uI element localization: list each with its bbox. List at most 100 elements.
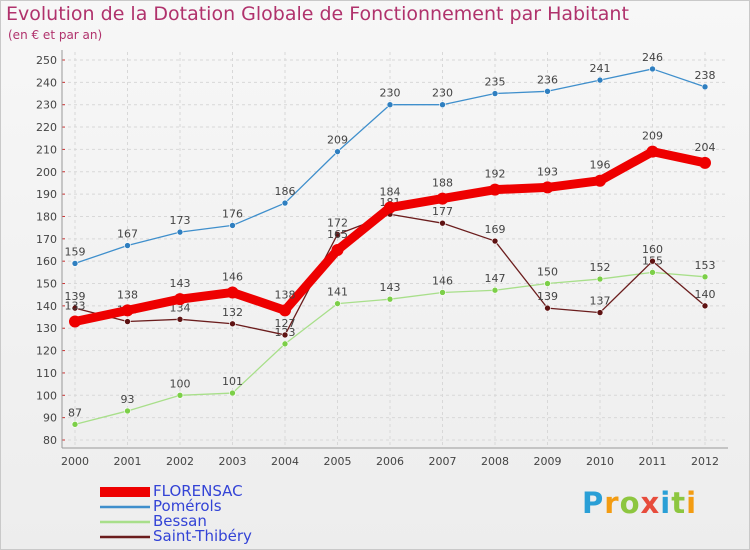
data-label-florensac: 165 xyxy=(327,228,348,241)
data-label-pomerols: 236 xyxy=(537,73,558,86)
data-label-saint-thibery: 160 xyxy=(642,243,663,256)
data-point-bessan xyxy=(439,289,446,296)
y-tick-label: 100 xyxy=(36,389,57,402)
data-label-florensac: 196 xyxy=(590,159,611,172)
y-tick-label: 120 xyxy=(36,345,57,358)
data-label-pomerols: 167 xyxy=(117,228,138,241)
data-label-saint-thibery: 169 xyxy=(485,223,506,236)
data-point-pomerols xyxy=(334,148,341,155)
data-label-saint-thibery: 139 xyxy=(537,290,558,303)
y-tick-label: 90 xyxy=(43,412,57,425)
data-label-florensac: 204 xyxy=(695,141,716,154)
data-point-bessan xyxy=(71,421,79,428)
data-point-florensac xyxy=(331,244,344,256)
logo-letter: r xyxy=(604,486,620,520)
data-point-pomerols xyxy=(124,242,131,249)
x-tick-label: 2004 xyxy=(271,455,299,468)
data-point-florensac xyxy=(121,304,134,317)
data-label-pomerols: 246 xyxy=(642,51,663,64)
x-tick-label: 2010 xyxy=(586,455,614,468)
data-label-pomerols: 209 xyxy=(327,134,348,147)
logo-letter: x xyxy=(640,486,661,520)
legend-label-florensac: FLORENSAC xyxy=(153,482,243,500)
data-point-florensac xyxy=(174,293,186,306)
data-label-saint-thibery: 177 xyxy=(432,205,453,218)
data-label-florensac: 138 xyxy=(117,288,138,301)
y-tick-label: 240 xyxy=(36,76,57,89)
data-point-saint-thibery xyxy=(124,318,131,325)
data-point-florensac xyxy=(699,156,711,169)
data-point-saint-thibery xyxy=(491,237,499,245)
data-label-saint-thibery: 172 xyxy=(327,216,348,229)
data-point-bessan xyxy=(334,300,341,307)
y-tick-label: 190 xyxy=(36,188,57,201)
data-label-bessan: 153 xyxy=(695,259,716,272)
data-point-bessan xyxy=(176,391,184,399)
data-point-saint-thibery xyxy=(544,304,551,312)
chart-subtitle: (en € et par an) xyxy=(8,28,103,42)
x-tick-label: 2003 xyxy=(219,455,247,468)
x-tick-label: 2011 xyxy=(639,455,667,468)
data-point-florensac xyxy=(436,192,449,205)
logo-letter: i xyxy=(660,486,672,520)
data-label-bessan: 152 xyxy=(590,261,611,274)
data-label-saint-thibery: 132 xyxy=(222,306,243,319)
data-label-saint-thibery: 127 xyxy=(275,317,296,330)
data-point-saint-thibery xyxy=(71,304,79,312)
y-tick-label: 110 xyxy=(36,367,57,380)
data-point-pomerols xyxy=(176,228,184,236)
data-point-florensac xyxy=(489,183,501,196)
data-label-florensac: 143 xyxy=(170,277,191,290)
y-tick-label: 200 xyxy=(36,166,57,179)
legend-label-pomerols: Pomérols xyxy=(153,497,222,515)
data-label-pomerols: 186 xyxy=(275,185,296,198)
y-tick-label: 80 xyxy=(43,434,57,447)
data-label-florensac: 133 xyxy=(65,300,86,313)
data-point-saint-thibery xyxy=(596,309,604,316)
data-label-bessan: 100 xyxy=(170,377,191,390)
data-point-saint-thibery xyxy=(439,219,446,227)
data-point-bessan xyxy=(386,295,394,303)
data-point-bessan xyxy=(124,407,131,415)
x-tick-label: 2008 xyxy=(481,455,509,468)
data-label-florensac: 188 xyxy=(432,177,453,190)
x-tick-label: 2005 xyxy=(324,455,352,468)
data-point-saint-thibery xyxy=(229,320,236,328)
logo-letter: t xyxy=(671,486,687,520)
x-tick-label: 2007 xyxy=(429,455,457,468)
data-label-saint-thibery: 137 xyxy=(590,295,611,308)
data-label-florensac: 146 xyxy=(222,270,243,283)
data-point-florensac xyxy=(279,304,291,317)
data-label-bessan: 93 xyxy=(121,393,135,406)
data-label-bessan: 141 xyxy=(327,286,348,299)
data-point-pomerols xyxy=(596,76,604,84)
x-tick-label: 2012 xyxy=(691,455,719,468)
y-tick-label: 170 xyxy=(36,233,57,246)
y-tick-label: 150 xyxy=(36,278,57,291)
x-tick-label: 2009 xyxy=(534,455,562,468)
data-point-pomerols xyxy=(701,83,709,91)
data-point-saint-thibery xyxy=(701,302,709,310)
data-label-florensac: 138 xyxy=(275,288,296,301)
data-point-saint-thibery xyxy=(649,257,656,265)
data-point-pomerols xyxy=(281,199,289,207)
data-point-pomerols xyxy=(386,101,394,109)
data-label-florensac: 184 xyxy=(380,186,401,199)
data-point-florensac xyxy=(384,201,396,214)
y-tick-label: 160 xyxy=(36,255,57,268)
data-label-pomerols: 230 xyxy=(380,87,401,100)
data-label-pomerols: 159 xyxy=(65,245,86,258)
data-point-bessan xyxy=(491,286,499,294)
x-tick-label: 2001 xyxy=(114,455,142,468)
data-point-bessan xyxy=(229,389,236,397)
logo-letter: P xyxy=(582,486,605,520)
data-point-florensac xyxy=(69,315,81,328)
y-tick-label: 210 xyxy=(36,143,57,156)
y-tick-label: 220 xyxy=(36,121,57,134)
data-point-saint-thibery xyxy=(334,231,341,238)
data-point-bessan xyxy=(701,273,709,281)
legend-label-bessan: Bessan xyxy=(153,512,207,530)
data-label-bessan: 143 xyxy=(380,281,401,294)
